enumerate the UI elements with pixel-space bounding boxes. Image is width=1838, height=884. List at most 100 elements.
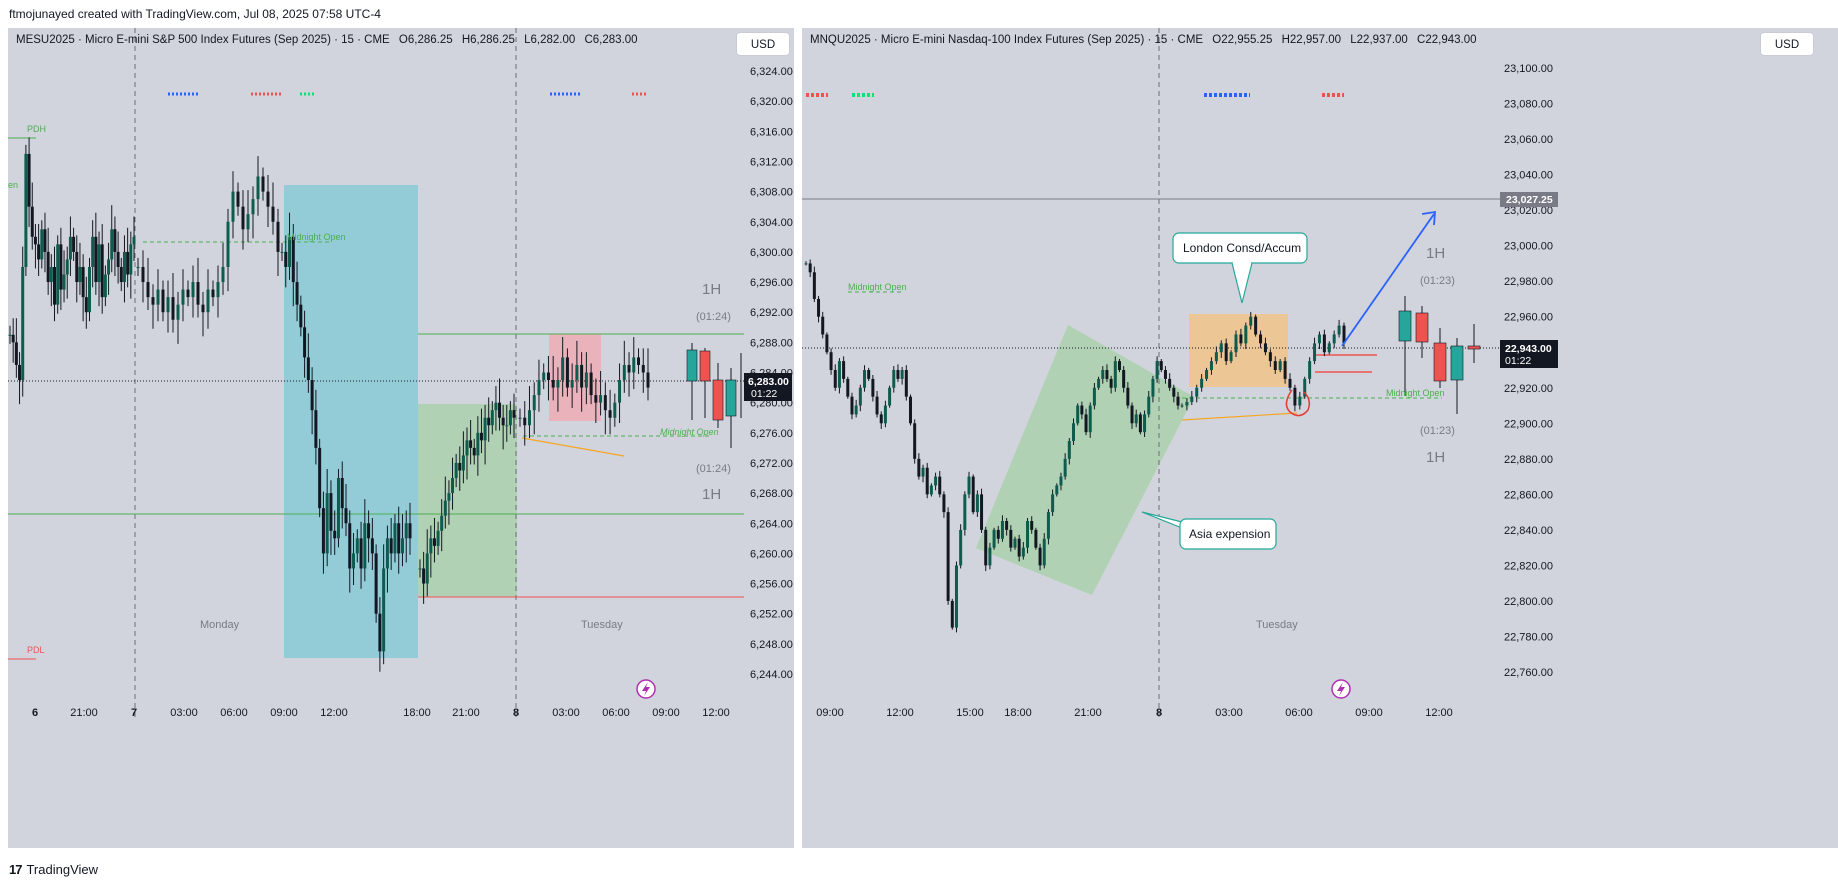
candle-body xyxy=(1021,547,1025,557)
candle-body xyxy=(946,512,950,601)
candle-body xyxy=(107,259,111,275)
candle-body xyxy=(46,251,50,283)
price-tag xyxy=(744,373,792,401)
candle-body xyxy=(432,538,436,546)
candle-body xyxy=(942,494,946,513)
candle-body xyxy=(867,370,871,379)
currency-button-mes[interactable]: USD xyxy=(736,32,790,56)
candle-body xyxy=(1224,343,1228,362)
candle-body xyxy=(75,251,79,283)
1h-candle xyxy=(725,379,737,417)
candle-body xyxy=(1034,529,1038,548)
candle-body xyxy=(1195,387,1199,397)
footer-bar: 17 TradingView xyxy=(0,856,1838,884)
price-tick-label: 6,272.00 xyxy=(750,458,793,470)
candle-body xyxy=(276,221,280,252)
liquidity-sweep-circle xyxy=(1285,389,1311,417)
time-tick-label: 12:00 xyxy=(320,707,348,719)
candle-body xyxy=(56,244,60,305)
candle-body xyxy=(1303,378,1307,397)
price-tick-label: 6,300.00 xyxy=(750,247,793,259)
candle-body xyxy=(472,447,476,456)
candle-body xyxy=(40,229,44,260)
ny-session-box xyxy=(284,185,418,658)
price-tick-label: 23,020.00 xyxy=(1504,205,1553,217)
mes-time-axis[interactable]: 6 21:00 7 03:00 06:00 09:00 12:00 18:00 21:00 8 03… xyxy=(32,707,730,719)
tf-time-bottom: (01:24) xyxy=(696,463,731,475)
candle-body xyxy=(975,494,979,513)
candle-body xyxy=(1313,343,1317,362)
mnq-symbol: MNQU2025 · Micro E-mini Nasdaq-100 Index… xyxy=(810,34,1204,46)
candle-body xyxy=(37,244,41,260)
candle-body xyxy=(490,410,494,426)
candle-body xyxy=(1147,396,1151,415)
candle-body xyxy=(374,553,378,614)
candle-body xyxy=(400,538,404,554)
candle-body xyxy=(1322,334,1326,353)
chart-panel-mes[interactable]: 6,324.00 6,320.00 6,316.00 6,312.00 6,308.00… xyxy=(8,28,794,848)
candle-body xyxy=(1055,485,1059,495)
candle-body xyxy=(425,553,429,584)
time-tick-label: 12:00 xyxy=(886,707,914,719)
candle-body xyxy=(875,396,879,415)
mnq-close: C22,943.00 xyxy=(1417,34,1477,46)
candle-body xyxy=(618,380,622,403)
candle-body xyxy=(336,478,340,539)
candle-body xyxy=(299,304,303,328)
mnq-chart-svg[interactable]: London Consd/Accum Asia expension 23,100… xyxy=(802,28,1838,848)
price-tick-label: 23,000.00 xyxy=(1504,241,1553,253)
1h-candle xyxy=(1450,345,1464,381)
time-tick-label: 06:00 xyxy=(602,707,630,719)
candle-body xyxy=(842,361,846,379)
price-tick-label: 22,860.00 xyxy=(1504,489,1553,501)
candle-body xyxy=(201,304,205,313)
candle-body xyxy=(483,417,487,441)
chart-panel-mnq[interactable]: London Consd/Accum Asia expension 23,100… xyxy=(802,28,1838,848)
candle-body xyxy=(404,523,408,539)
price-tick-label: 22,820.00 xyxy=(1504,560,1553,572)
candle-body xyxy=(512,410,516,418)
candle-body xyxy=(1180,405,1184,407)
mes-legend: MESU2025 · Micro E-mini S&P 500 Index Fu… xyxy=(16,34,644,46)
candle-body xyxy=(1283,361,1287,379)
level-tag xyxy=(1500,192,1558,207)
projection-arrow xyxy=(1341,213,1435,347)
mes-price-axis[interactable]: 6,324.00 6,320.00 6,316.00 6,312.00 6,308.00… xyxy=(750,66,793,681)
candle-body xyxy=(632,357,636,373)
candle-body xyxy=(303,327,307,358)
candle-body xyxy=(1067,441,1071,459)
currency-button-mnq[interactable]: USD xyxy=(1760,32,1814,56)
candle-body xyxy=(295,282,299,305)
orange-trendline xyxy=(1181,412,1298,421)
price-tick-label: 6,292.00 xyxy=(750,307,793,319)
price-tag-countdown: 01:22 xyxy=(751,388,777,400)
candle-body xyxy=(1072,423,1076,442)
mnq-time-axis[interactable]: 09:00 12:00 15:00 18:00 21:00 8 03:00 06:00 09:0… xyxy=(816,707,1453,719)
candle-body xyxy=(498,402,502,418)
candle-body xyxy=(129,244,133,275)
candle-body xyxy=(1151,378,1155,397)
candle-body xyxy=(622,364,626,381)
candle-body xyxy=(1126,387,1130,406)
candle-body xyxy=(78,266,82,283)
candle-body xyxy=(551,380,555,388)
mnq-price-axis[interactable]: 23,100.00 23,080.00 23,060.00 23,040.00 23,0… xyxy=(1504,63,1553,679)
candle-body xyxy=(370,538,374,554)
mes-chart-svg[interactable]: 6,324.00 6,320.00 6,316.00 6,312.00 6,308.00… xyxy=(8,28,794,848)
candle-body xyxy=(81,266,85,298)
tf-time-top: (01:23) xyxy=(1420,275,1455,287)
candle-body xyxy=(1013,538,1017,548)
candle-body xyxy=(888,387,892,406)
candle-body xyxy=(1172,387,1176,397)
price-tick-label: 6,252.00 xyxy=(750,609,793,621)
candle-body xyxy=(858,387,862,406)
candle-body xyxy=(580,364,584,388)
candle-body xyxy=(1080,405,1084,415)
candle-body xyxy=(1288,378,1292,388)
price-tick-label: 6,248.00 xyxy=(750,639,793,651)
candle-body xyxy=(465,440,469,456)
day-label-monday: Monday xyxy=(200,619,240,631)
candle-body xyxy=(1088,405,1092,433)
price-tick-label: 6,296.00 xyxy=(750,277,793,289)
price-tick-label: 23,080.00 xyxy=(1504,99,1553,111)
